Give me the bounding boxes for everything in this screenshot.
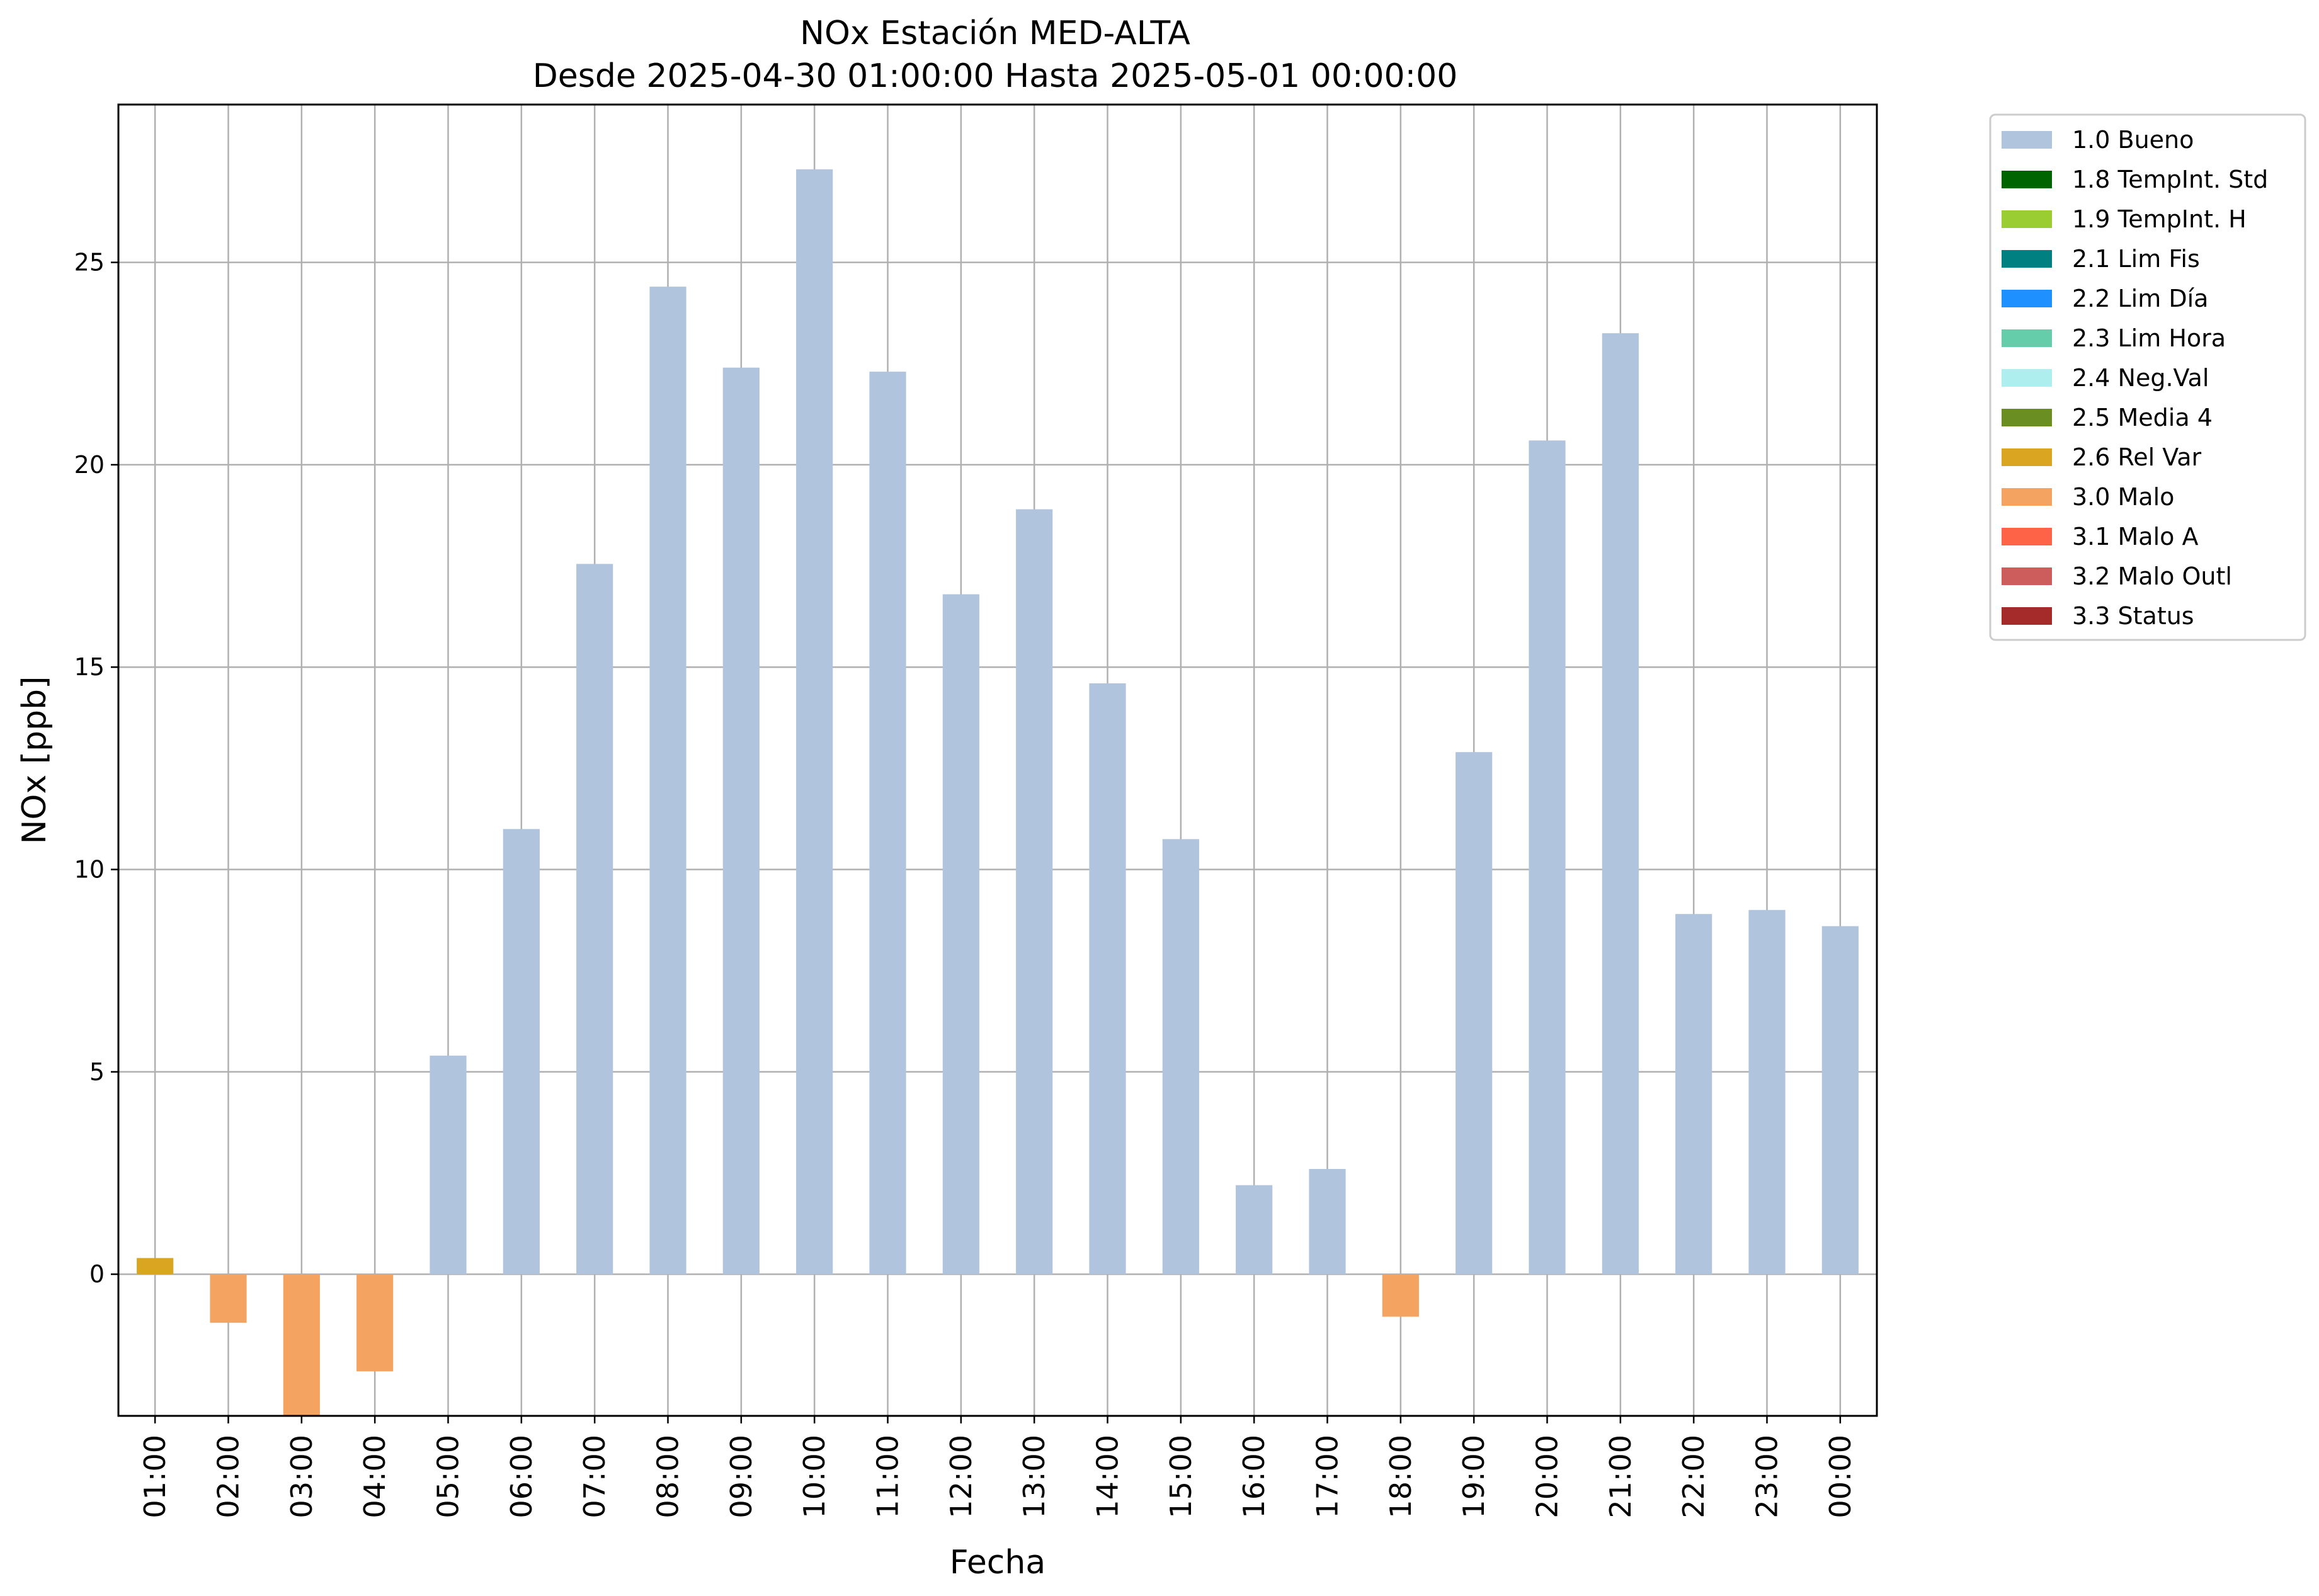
x-tick-label: 23:00: [1750, 1435, 1784, 1519]
x-tick-label: 12:00: [944, 1435, 978, 1519]
bar: [1456, 752, 1493, 1275]
y-tick-label: 5: [89, 1058, 105, 1086]
bar: [869, 372, 906, 1275]
bar: [1016, 509, 1053, 1275]
y-tick-label: 25: [74, 249, 105, 276]
legend-swatch: [2002, 409, 2052, 426]
x-tick-label: 11:00: [871, 1435, 905, 1519]
bar: [796, 169, 833, 1275]
x-tick-label: 02:00: [212, 1435, 246, 1519]
bar: [1236, 1185, 1273, 1275]
bar: [1162, 839, 1199, 1275]
bar: [1675, 914, 1712, 1275]
bars: [137, 169, 1859, 1416]
x-tick-label: 19:00: [1457, 1435, 1491, 1519]
y-axis-label: NOx [ppb]: [16, 676, 54, 845]
legend-swatch: [2002, 528, 2052, 545]
legend-swatch: [2002, 131, 2052, 149]
x-tick-label: 18:00: [1384, 1435, 1418, 1519]
legend-label: 1.8 TempInt. Std: [2072, 166, 2268, 193]
legend-label: 1.9 TempInt. H: [2072, 205, 2247, 233]
bar: [503, 829, 540, 1275]
legend: 1.0 Bueno 1.8 TempInt. Std 1.9 TempInt. H 2…: [1989, 113, 2306, 641]
bar: [1748, 909, 1786, 1275]
bar: [576, 564, 613, 1275]
bar: [430, 1056, 467, 1275]
legend-frame: [1989, 113, 2306, 641]
legend-label: 2.3 Lim Hora: [2072, 324, 2226, 352]
x-tick-label: 06:00: [504, 1435, 538, 1519]
legend-label: 2.6 Rel Var: [2072, 443, 2202, 471]
x-tick-label: 21:00: [1604, 1435, 1638, 1519]
y-tick-label: 0: [89, 1260, 105, 1288]
legend-swatch: [2002, 250, 2052, 268]
legend-swatch: [2002, 369, 2052, 387]
legend-swatch: [2002, 290, 2052, 307]
legend-label: 3.1 Malo A: [2072, 523, 2198, 550]
bar: [210, 1274, 247, 1323]
plot-frame: [117, 103, 1878, 1417]
x-tick-label: 10:00: [797, 1435, 831, 1519]
x-axis: 01:00 02:00 03:00 04:00 05:00 06:00 07:00 08:00…: [138, 1416, 1857, 1519]
legend-swatch: [2002, 607, 2052, 625]
bar: [356, 1274, 394, 1372]
bar: [137, 1258, 174, 1275]
x-tick-label: 13:00: [1017, 1435, 1051, 1519]
legend-label: 3.0 Malo: [2072, 483, 2174, 511]
x-tick-label: 14:00: [1091, 1435, 1125, 1519]
legend-label: 1.0 Bueno: [2072, 126, 2194, 154]
legend-swatch: [2002, 171, 2052, 188]
legend-label: 2.1 Lim Fis: [2072, 245, 2200, 273]
x-tick-label: 07:00: [578, 1435, 612, 1519]
legend-swatch: [2002, 448, 2052, 466]
legend-label: 2.2 Lim Día: [2072, 285, 2208, 312]
bar: [722, 367, 760, 1275]
legend-label: 3.2 Malo Outl: [2072, 562, 2232, 590]
legend-swatch: [2002, 488, 2052, 506]
legend-label: 2.4 Neg.Val: [2072, 364, 2209, 392]
x-tick-label: 15:00: [1164, 1435, 1198, 1519]
x-tick-label: 04:00: [358, 1435, 392, 1519]
legend-label: 2.5 Media 4: [2072, 404, 2213, 431]
x-tick-label: 01:00: [138, 1435, 172, 1519]
bar: [942, 594, 979, 1275]
x-tick-label: 17:00: [1311, 1435, 1345, 1519]
x-tick-label: 05:00: [431, 1435, 465, 1519]
x-tick-label: 03:00: [285, 1435, 319, 1519]
chart-title: NOx Estación MED-ALTA: [800, 14, 1190, 52]
bar: [649, 287, 687, 1275]
y-tick-label: 15: [74, 653, 105, 681]
legend-swatch: [2002, 210, 2052, 228]
bar: [283, 1274, 320, 1416]
x-tick-label: 16:00: [1237, 1435, 1271, 1519]
x-tick-label: 22:00: [1677, 1435, 1711, 1519]
legend-label: 3.3 Status: [2072, 602, 2194, 630]
bar: [1821, 926, 1859, 1275]
y-tick-label: 20: [74, 451, 105, 479]
x-tick-label: 20:00: [1530, 1435, 1564, 1519]
y-axis: 0 5 10 15 20 25: [74, 249, 118, 1288]
bar: [1602, 333, 1639, 1275]
chart-subtitle: Desde 2025-04-30 01:00:00 Hasta 2025-05-…: [533, 57, 1458, 95]
x-tick-label: 09:00: [724, 1435, 758, 1519]
y-tick-label: 10: [74, 856, 105, 884]
bar: [1529, 440, 1566, 1275]
bar: [1089, 683, 1126, 1275]
legend-swatch: [2002, 329, 2052, 347]
x-tick-label: 00:00: [1823, 1435, 1857, 1519]
bar: [1309, 1169, 1346, 1275]
legend-swatch: [2002, 567, 2052, 585]
bar: [1382, 1274, 1419, 1317]
x-axis-label: Fecha: [950, 1544, 1046, 1582]
x-tick-label: 08:00: [651, 1435, 685, 1519]
